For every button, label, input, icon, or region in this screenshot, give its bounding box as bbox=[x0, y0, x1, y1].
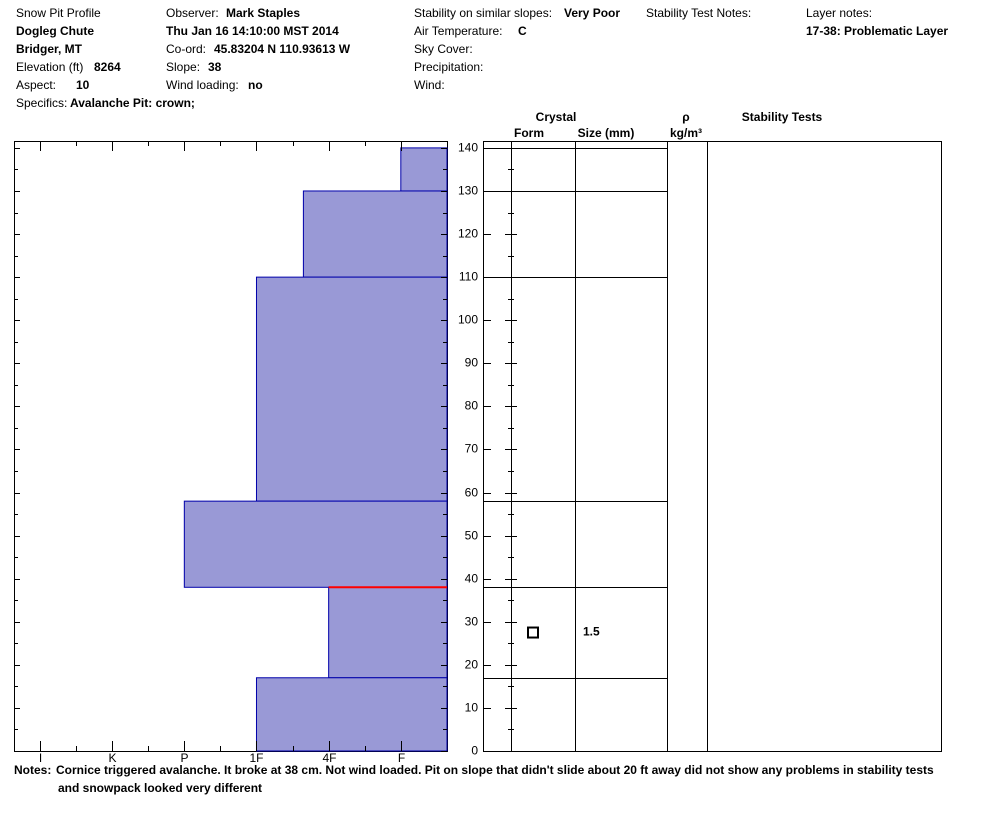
y-tick-label: 100 bbox=[458, 313, 478, 327]
header-value: 10 bbox=[76, 78, 90, 92]
y-tick-label: 120 bbox=[458, 227, 478, 241]
x-tick-label: 1F bbox=[249, 751, 263, 765]
notes-text: Cornice triggered avalanche. It broke at… bbox=[56, 763, 934, 777]
layer-bar bbox=[255, 677, 448, 752]
header-label: Layer notes: bbox=[806, 6, 872, 20]
header-label: Co-ord: bbox=[166, 42, 206, 56]
header-text: Snow Pit Profile bbox=[16, 6, 101, 20]
notes-text: and snowpack looked very different bbox=[58, 781, 262, 795]
y-tick-label: 90 bbox=[465, 356, 479, 370]
column-header: kg/m³ bbox=[670, 126, 702, 140]
y-tick-label: 60 bbox=[465, 486, 479, 500]
header-label: Stability Test Notes: bbox=[646, 6, 751, 20]
y-tick-label: 80 bbox=[465, 399, 479, 413]
header-value: C bbox=[518, 24, 527, 38]
y-tick-label: 20 bbox=[465, 658, 479, 672]
header-label: Slope: bbox=[166, 60, 200, 74]
column-header: ρ bbox=[682, 110, 689, 124]
header-label: Stability on similar slopes: bbox=[414, 6, 552, 20]
column-header: Stability Tests bbox=[742, 110, 823, 124]
header-value: no bbox=[248, 78, 263, 92]
header-value: Avalanche Pit: crown; bbox=[70, 96, 195, 110]
layer-bar bbox=[302, 190, 448, 278]
x-tick-label: P bbox=[180, 751, 188, 765]
x-tick-label: K bbox=[108, 751, 116, 765]
y-tick-label: 30 bbox=[465, 615, 479, 629]
header-value: 38 bbox=[208, 60, 222, 74]
header-label: Elevation (ft) bbox=[16, 60, 83, 74]
notes-label: Notes: bbox=[14, 763, 51, 777]
header-label: Specifics: bbox=[16, 96, 67, 110]
layer-bar bbox=[183, 500, 448, 588]
header-label: Air Temperature: bbox=[414, 24, 502, 38]
y-tick-label: 10 bbox=[465, 701, 479, 715]
crystal-size: 1.5 bbox=[583, 625, 600, 639]
header-value: Mark Staples bbox=[226, 6, 300, 20]
header-value: 17-38: Problematic Layer bbox=[806, 24, 948, 38]
x-tick-label: 4F bbox=[322, 751, 336, 765]
layer-bar bbox=[255, 276, 448, 502]
header-label: Sky Cover: bbox=[414, 42, 473, 56]
y-tick-label: 70 bbox=[465, 442, 479, 456]
header-value: 45.83204 N 110.93613 W bbox=[214, 42, 351, 56]
header-label: Precipitation: bbox=[414, 60, 483, 74]
layer-bar bbox=[400, 147, 448, 192]
crystal-form bbox=[527, 626, 539, 639]
layer-bar bbox=[328, 586, 448, 679]
column-header: Crystal bbox=[536, 110, 577, 124]
x-tick-label: I bbox=[39, 751, 42, 765]
header-value: 8264 bbox=[94, 60, 121, 74]
column-header: Size (mm) bbox=[578, 126, 635, 140]
y-tick-label: 130 bbox=[458, 184, 478, 198]
column-header: Form bbox=[514, 126, 544, 140]
y-tick-label: 50 bbox=[465, 529, 479, 543]
header-label: Wind: bbox=[414, 78, 445, 92]
header-label: Wind loading: bbox=[166, 78, 239, 92]
y-tick-label: 0 bbox=[471, 744, 478, 758]
header-value: Thu Jan 16 14:10:00 MST 2014 bbox=[166, 24, 339, 38]
table-frame bbox=[483, 141, 942, 752]
y-tick-label: 140 bbox=[458, 141, 478, 155]
header-value: Dogleg Chute bbox=[16, 24, 94, 38]
header-value: Very Poor bbox=[564, 6, 620, 20]
x-tick-label: F bbox=[398, 751, 405, 765]
y-tick-label: 40 bbox=[465, 572, 479, 586]
header-value: Bridger, MT bbox=[16, 42, 83, 56]
header-label: Observer: bbox=[166, 6, 219, 20]
y-tick-label: 110 bbox=[459, 270, 478, 284]
header-label: Aspect: bbox=[16, 78, 56, 92]
